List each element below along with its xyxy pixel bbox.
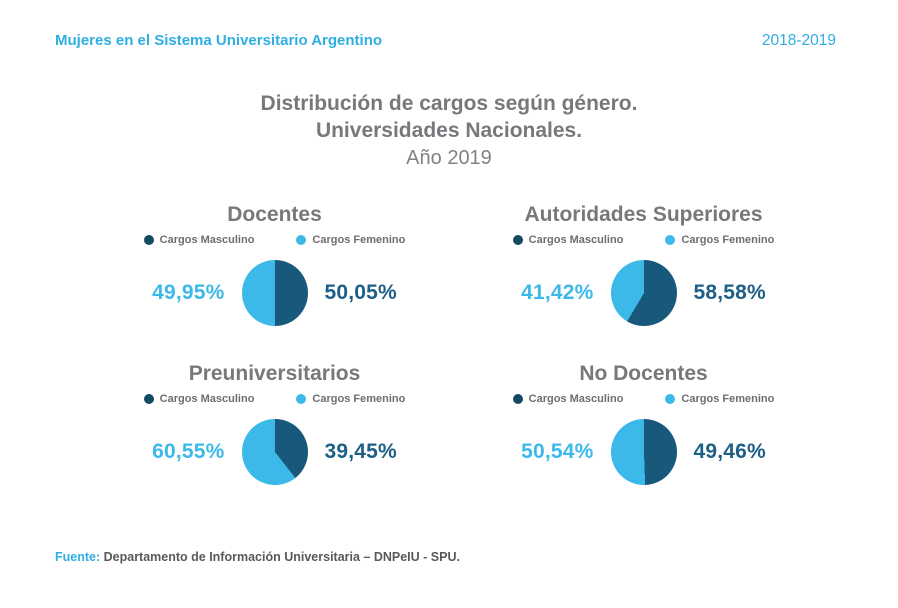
femenino-percentage: 60,55% — [152, 439, 225, 463]
source-label: Fuente: — [55, 550, 101, 564]
period-label: 2018-2019 — [761, 32, 836, 49]
legend-item-femenino: Cargos Femenino — [665, 393, 774, 405]
chart-title: Preuniversitarios — [188, 361, 361, 385]
legend-item-masculino: Cargos Masculino — [143, 392, 255, 405]
femenino-percentage: 49,95% — [152, 280, 225, 304]
pie-row: 60,55% 39,45% — [90, 417, 459, 487]
chart-title: Autoridades Superiores — [524, 202, 763, 226]
chart-title: No Docentes — [579, 361, 708, 385]
pie-row: 50,54% 49,46% — [459, 417, 828, 487]
pie-chart-docentes: Docentes Cargos Masculino Cargos Femenin… — [90, 203, 459, 328]
chart-legend: Cargos Masculino Cargos Femenino — [90, 234, 459, 246]
legend-item-masculino: Cargos Masculino — [143, 233, 255, 246]
chart-legend: Cargos Masculino Cargos Femenino — [90, 393, 459, 405]
main-title-line1: Distribución de cargos según género. — [260, 92, 638, 115]
main-title-line2: Universidades Nacionales. — [315, 119, 583, 143]
femenino-dot-icon — [665, 393, 676, 404]
masculino-percentage: 49,46% — [693, 439, 766, 463]
pie-graphic — [241, 259, 308, 326]
chart-legend: Cargos Masculino Cargos Femenino — [459, 234, 828, 246]
masculino-dot-icon — [512, 393, 523, 404]
page-title: Mujeres en el Sistema Universitario Arge… — [55, 32, 383, 49]
legend-item-femenino: Cargos Femenino — [296, 393, 405, 405]
pie-row: 49,95% 50,05% — [90, 258, 459, 328]
legend-label-femenino: Cargos Femenino — [312, 233, 406, 246]
legend-item-femenino: Cargos Femenino — [296, 234, 405, 246]
pie-chart-autoridades-superiores: Autoridades Superiores Cargos Masculino … — [459, 203, 828, 328]
pie-row: 41,42% 58,58% — [459, 258, 828, 328]
masculino-dot-icon — [143, 234, 154, 245]
legend-label-femenino: Cargos Femenino — [312, 392, 406, 405]
legend-label-masculino: Cargos Masculino — [528, 233, 624, 246]
legend-label-femenino: Cargos Femenino — [681, 392, 775, 405]
legend-item-femenino: Cargos Femenino — [665, 234, 774, 246]
charts-grid: Docentes Cargos Masculino Cargos Femenin… — [0, 203, 898, 487]
pie-graphic — [610, 259, 677, 326]
pie-chart-preuniversitarios: Preuniversitarios Cargos Masculino Cargo… — [90, 362, 459, 487]
femenino-percentage: 50,54% — [521, 439, 594, 463]
source-note: Fuente: Departamento de Información Univ… — [55, 550, 460, 564]
femenino-percentage: 41,42% — [521, 280, 594, 304]
masculino-percentage: 50,05% — [324, 280, 397, 304]
pie-chart-no-docentes: No Docentes Cargos Masculino Cargos Feme… — [459, 362, 828, 487]
page-header: Mujeres en el Sistema Universitario Arge… — [0, 0, 898, 50]
chart-title: Docentes — [227, 202, 322, 226]
femenino-dot-icon — [665, 234, 676, 245]
masculino-percentage: 39,45% — [324, 439, 397, 463]
masculino-dot-icon — [143, 393, 154, 404]
masculino-percentage: 58,58% — [693, 280, 766, 304]
legend-item-masculino: Cargos Masculino — [512, 233, 624, 246]
legend-item-masculino: Cargos Masculino — [512, 392, 624, 405]
source-text: Departamento de Información Universitari… — [103, 550, 460, 564]
legend-label-femenino: Cargos Femenino — [681, 233, 775, 246]
pie-graphic — [610, 418, 677, 485]
pie-graphic — [241, 418, 308, 485]
chart-legend: Cargos Masculino Cargos Femenino — [459, 393, 828, 405]
main-title-year: Año 2019 — [406, 146, 492, 169]
femenino-dot-icon — [296, 393, 307, 404]
masculino-dot-icon — [512, 234, 523, 245]
legend-label-masculino: Cargos Masculino — [159, 392, 255, 405]
legend-label-masculino: Cargos Masculino — [159, 233, 255, 246]
femenino-dot-icon — [296, 234, 307, 245]
chart-main-title: Distribución de cargos según género. Uni… — [0, 90, 898, 171]
legend-label-masculino: Cargos Masculino — [528, 392, 624, 405]
